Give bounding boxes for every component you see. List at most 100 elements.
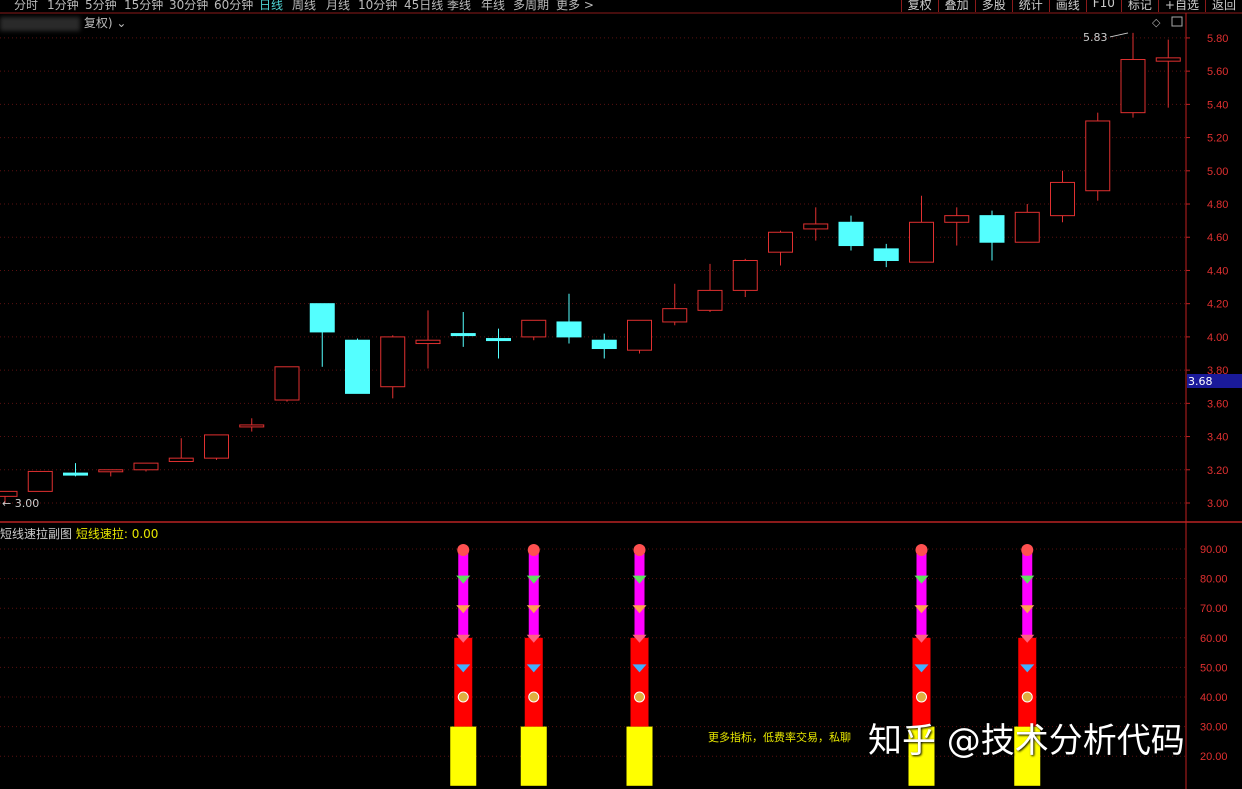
current-price-label: 3.68 bbox=[1188, 375, 1213, 388]
candle-up bbox=[732, 258, 758, 298]
indicator-value: 0.00 bbox=[131, 527, 159, 541]
period-tab[interactable]: 45日线 bbox=[404, 0, 444, 12]
candle-down bbox=[556, 293, 582, 344]
candle-body bbox=[979, 215, 1005, 243]
period-tab[interactable]: 5分钟 bbox=[85, 0, 117, 12]
toolbar-button[interactable]: F10 bbox=[1085, 0, 1121, 12]
toolbar-button[interactable]: 画线 bbox=[1048, 0, 1086, 12]
candle-body bbox=[98, 469, 124, 473]
signal-segment-magenta bbox=[1022, 549, 1033, 638]
candle-body bbox=[1155, 57, 1181, 62]
candle-up bbox=[909, 195, 934, 263]
period-tab[interactable]: 15分钟 bbox=[124, 0, 164, 12]
price-tick-label: 4.80 bbox=[1207, 199, 1228, 211]
period-tab[interactable]: 更多 > bbox=[556, 0, 594, 12]
candle-up bbox=[133, 462, 159, 472]
candle-up bbox=[274, 366, 300, 402]
candle-up bbox=[27, 470, 53, 492]
toolbar-button[interactable]: 统计 bbox=[1011, 0, 1049, 12]
period-tab[interactable]: 月线 bbox=[326, 0, 351, 12]
red-ball-icon bbox=[915, 544, 928, 556]
period-tab[interactable]: 10分钟 bbox=[358, 0, 398, 12]
green-gem-icon bbox=[526, 575, 541, 584]
candle-body bbox=[1050, 181, 1075, 217]
price-tick-label: 5.60 bbox=[1207, 66, 1228, 78]
candle-down bbox=[309, 303, 335, 367]
period-tab[interactable]: 年线 bbox=[481, 0, 506, 12]
stock-title: 复权) ⌄ bbox=[0, 14, 126, 31]
candle-body bbox=[27, 470, 53, 492]
price-tick-label: 3.00 bbox=[1207, 498, 1228, 510]
orange-gem-icon bbox=[1020, 605, 1035, 614]
period-tab[interactable]: 季线 bbox=[447, 0, 472, 12]
toolbar-button[interactable]: 标记 bbox=[1120, 0, 1158, 12]
price-tick-label: 4.60 bbox=[1207, 232, 1228, 244]
candle-up bbox=[1120, 32, 1146, 118]
red-ball-icon bbox=[1021, 544, 1034, 556]
signal-bar bbox=[1014, 544, 1041, 786]
orange-gem-icon bbox=[914, 605, 929, 614]
candle-body bbox=[556, 321, 582, 338]
price-tick-label: 4.00 bbox=[1207, 332, 1228, 344]
candle-body bbox=[1085, 120, 1111, 192]
candle-body bbox=[732, 259, 758, 291]
diamond-icon: ◇ bbox=[1152, 16, 1161, 29]
pink-gem-icon bbox=[1020, 634, 1035, 643]
indicator-name[interactable]: 短线速拉副图 bbox=[0, 527, 73, 541]
signal-bar bbox=[626, 544, 653, 786]
signal-segment-magenta bbox=[458, 549, 469, 638]
candle-body bbox=[662, 308, 688, 323]
candle-up bbox=[803, 207, 829, 241]
high-arrow bbox=[1109, 32, 1129, 38]
indicator-tick-label: 50.00 bbox=[1200, 662, 1228, 674]
toolbar-button[interactable]: 叠加 bbox=[937, 0, 975, 12]
period-tab[interactable]: 30分钟 bbox=[169, 0, 209, 12]
candle-body bbox=[944, 215, 970, 223]
candle-body bbox=[345, 339, 370, 394]
signal-segment-yellow bbox=[626, 726, 653, 786]
candle-body bbox=[803, 223, 829, 230]
toolbar-button[interactable]: 多股 bbox=[974, 0, 1012, 12]
current-price-box bbox=[1187, 374, 1242, 388]
candle-up bbox=[1085, 112, 1111, 201]
signal-segment-magenta bbox=[634, 549, 645, 638]
price-tick-label: 4.40 bbox=[1207, 265, 1228, 277]
toolbar-button[interactable]: 复权 bbox=[900, 0, 938, 12]
signal-segment-red bbox=[1018, 637, 1037, 727]
blue-diamond-icon bbox=[632, 664, 647, 673]
pink-gem-icon bbox=[914, 634, 929, 643]
candle-up bbox=[627, 319, 652, 354]
candle-body bbox=[1014, 211, 1040, 243]
signal-segment-magenta bbox=[528, 549, 539, 638]
dropdown-icon[interactable]: ⌄ bbox=[116, 16, 127, 30]
toolbar-button[interactable]: 返回 bbox=[1204, 0, 1242, 12]
toolbar-button[interactable]: +自选 bbox=[1157, 0, 1205, 12]
candle-up bbox=[1014, 204, 1040, 243]
candle-down bbox=[873, 243, 899, 268]
candle-up bbox=[521, 319, 547, 341]
period-tab[interactable]: 60分钟 bbox=[214, 0, 254, 12]
pink-gem-icon bbox=[526, 634, 541, 643]
candle-body bbox=[486, 338, 511, 342]
price-tick-label: 3.40 bbox=[1207, 432, 1228, 444]
candle-down bbox=[345, 338, 370, 394]
period-tab[interactable]: 日线 bbox=[259, 0, 284, 12]
candle-body bbox=[239, 424, 265, 428]
candle-body bbox=[521, 319, 547, 338]
signal-segment-magenta bbox=[916, 549, 927, 638]
blue-diamond-icon bbox=[1020, 664, 1035, 673]
signal-segment-yellow bbox=[450, 726, 477, 786]
period-tab[interactable]: 多周期 bbox=[513, 0, 550, 12]
price-tick-label: 5.00 bbox=[1207, 166, 1228, 178]
candle-body bbox=[838, 221, 864, 247]
right-toolbar: 复权 叠加 多股 统计 画线 F10 标记 +自选 返回 bbox=[900, 0, 1242, 12]
signal-segment-red bbox=[912, 637, 931, 727]
candle-body bbox=[450, 333, 476, 337]
candle-body bbox=[909, 221, 934, 263]
period-tab[interactable]: 分时 bbox=[14, 0, 39, 12]
red-ball-icon bbox=[457, 544, 470, 556]
period-tab[interactable]: 1分钟 bbox=[47, 0, 79, 12]
pink-gem-icon bbox=[632, 634, 647, 643]
candle-body bbox=[0, 490, 18, 497]
period-tab[interactable]: 周线 bbox=[292, 0, 317, 12]
